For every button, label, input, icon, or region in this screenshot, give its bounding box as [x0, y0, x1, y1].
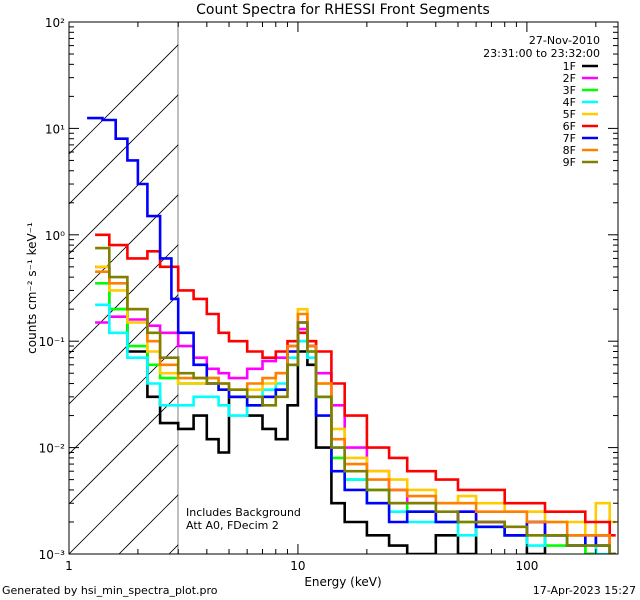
y-tick-label: 10¹: [45, 122, 65, 136]
hatch-line: [369, 22, 640, 554]
x-tick-label: 10: [290, 559, 305, 573]
hatch-line: [519, 22, 640, 554]
legend-label-9F: 9F: [563, 156, 576, 169]
series-line-2F: [95, 315, 616, 554]
series-line-3F: [95, 282, 616, 554]
hatch-line: [69, 244, 179, 355]
legend-label-7F: 7F: [563, 132, 576, 145]
x-axis-label: Energy (keV): [304, 575, 381, 589]
x-tick-label: 1: [65, 559, 73, 573]
legend-label-4F: 4F: [563, 96, 576, 109]
footer-timestamp: 17-Apr-2023 15:27: [532, 584, 636, 597]
hatch-line: [469, 22, 640, 554]
legend-label-2F: 2F: [563, 72, 576, 85]
time-range-label: 23:31:00 to 23:32:00: [483, 47, 600, 60]
legend-label-5F: 5F: [563, 108, 576, 121]
x-tick-label: 100: [515, 559, 538, 573]
hatch-line: [69, 194, 179, 305]
hatch-line: [69, 344, 179, 455]
legend-label-3F: 3F: [563, 84, 576, 97]
hatch-line: [69, 444, 179, 554]
y-tick-label: 10⁻²: [39, 442, 66, 456]
hatch-line: [419, 22, 640, 554]
y-axis-label: counts cm⁻² s⁻¹ keV⁻¹: [25, 222, 39, 354]
hatch-line: [69, 94, 179, 205]
y-tick-label: 10⁻³: [39, 548, 66, 562]
footer-generated-by: Generated by hsi_min_spectra_plot.pro: [2, 584, 218, 597]
legend-label-6F: 6F: [563, 120, 576, 133]
series-line-4F: [95, 303, 616, 554]
y-tick-label: 10⁻¹: [39, 335, 66, 349]
series-line-9F: [95, 246, 616, 554]
y-tick-label: 10⁰: [45, 229, 65, 243]
note-attenuator: Att A0, FDecim 2: [186, 519, 279, 532]
legend-label-8F: 8F: [563, 144, 576, 157]
series-layer: [87, 116, 616, 554]
hatch-line: [69, 44, 179, 155]
series-line-7F: [87, 116, 616, 554]
hatch-line: [569, 22, 640, 554]
y-tick-label: 10²: [45, 16, 65, 30]
axes: 1 10 100 10⁻³ 10⁻² 10⁻¹ 10⁰ 10¹ 10²: [39, 16, 618, 573]
hatch-line: [219, 22, 640, 554]
chart-title: Count Spectra for RHESSI Front Segments: [196, 2, 490, 18]
note-background: Includes Background: [186, 506, 301, 519]
date-label: 27-Nov-2010: [529, 34, 600, 47]
hatch-line: [69, 144, 179, 255]
series-line-5F: [95, 265, 616, 537]
hatch-line: [69, 294, 179, 405]
plot-frame: [68, 21, 619, 555]
hatch-line: [619, 22, 640, 554]
legend-label-1F: 1F: [563, 60, 576, 73]
hatched-region: [69, 22, 640, 554]
hatch-line: [69, 394, 179, 505]
